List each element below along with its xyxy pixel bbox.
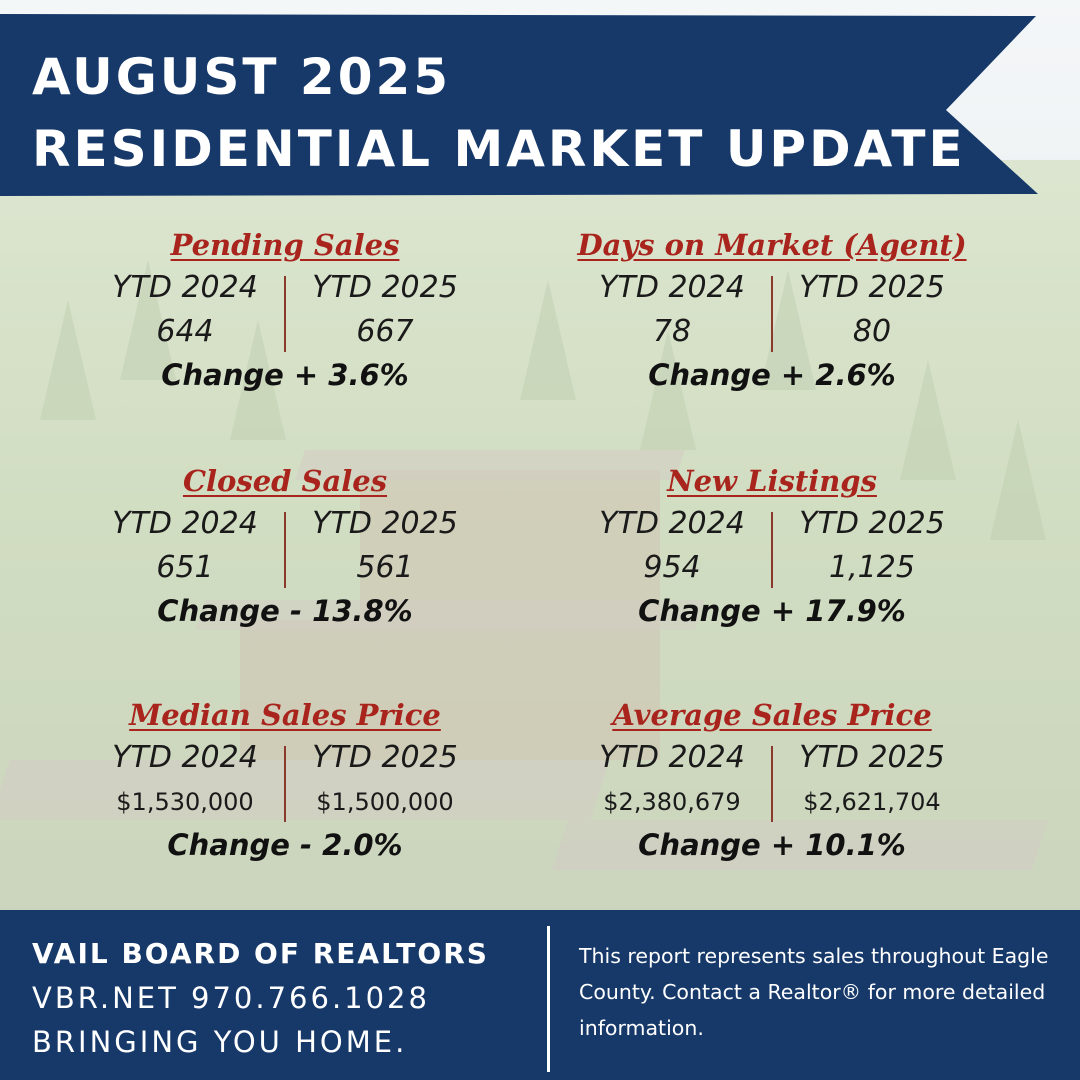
year-label: YTD 2024 — [599, 270, 745, 305]
stat-title: Pending Sales — [170, 228, 400, 262]
building-wall — [360, 470, 660, 620]
year-label: YTD 2025 — [799, 270, 945, 305]
stat-title: Median Sales Price — [129, 698, 441, 732]
year-label: YTD 2025 — [312, 506, 458, 541]
stat-value-2025: 667 — [356, 314, 414, 349]
stat-column-2024: YTD 2024 954 — [582, 502, 762, 590]
tree-shape — [990, 420, 1046, 540]
stat-change: Change + 3.6% — [161, 358, 409, 392]
stat-columns: YTD 2024 644 YTD 2025 667 — [95, 266, 475, 362]
stat-value-2025: 1,125 — [829, 550, 915, 585]
stat-change: Change - 13.8% — [157, 594, 413, 628]
year-label: YTD 2024 — [112, 506, 258, 541]
tree-shape — [520, 280, 576, 400]
stat-title: Average Sales Price — [612, 698, 932, 732]
year-label: YTD 2025 — [799, 740, 945, 775]
stat-value-2025: 80 — [852, 314, 892, 349]
tree-shape — [900, 360, 956, 480]
stat-column-2025: YTD 2025 561 — [295, 502, 475, 590]
column-divider — [771, 746, 773, 822]
title-banner: AUGUST 2025 RESIDENTIAL MARKET UPDATE — [0, 14, 1040, 196]
stat-column-2025: YTD 2025 80 — [782, 266, 962, 354]
column-divider — [284, 746, 286, 822]
stat-column-2024: YTD 2024 78 — [582, 266, 762, 354]
stat-column-2024: YTD 2024 651 — [95, 502, 275, 590]
stat-value-2024: 78 — [652, 314, 692, 349]
stat-new-listings: New Listings YTD 2024 954 YTD 2025 1,125… — [552, 464, 992, 628]
stat-value-2024: 954 — [643, 550, 701, 585]
organization-name: VAIL BOARD OF REALTORS — [32, 937, 489, 970]
stat-columns: YTD 2024 78 YTD 2025 80 — [582, 266, 962, 362]
tagline: BRINGING YOU HOME. — [32, 1025, 408, 1059]
year-label: YTD 2024 — [599, 506, 745, 541]
stat-change: Change + 17.9% — [638, 594, 906, 628]
stat-value-2025: $2,621,704 — [803, 788, 941, 816]
tree-shape — [120, 260, 176, 380]
stat-columns: YTD 2024 954 YTD 2025 1,125 — [582, 502, 962, 598]
year-label: YTD 2025 — [312, 270, 458, 305]
stat-median-sales-price: Median Sales Price YTD 2024 $1,530,000 Y… — [65, 698, 505, 862]
stat-columns: YTD 2024 $1,530,000 YTD 2025 $1,500,000 — [95, 736, 475, 832]
footer-divider — [547, 926, 550, 1072]
stat-column-2024: YTD 2024 644 — [95, 266, 275, 354]
stat-column-2025: YTD 2025 $2,621,704 — [782, 736, 962, 824]
stat-column-2024: YTD 2024 $1,530,000 — [95, 736, 275, 824]
stat-days-on-market: Days on Market (Agent) YTD 2024 78 YTD 2… — [552, 228, 992, 392]
stat-change: Change + 10.1% — [638, 828, 906, 862]
year-label: YTD 2024 — [599, 740, 745, 775]
stat-average-sales-price: Average Sales Price YTD 2024 $2,380,679 … — [552, 698, 992, 862]
year-label: YTD 2024 — [112, 270, 258, 305]
column-divider — [284, 276, 286, 352]
contact-line: VBR.NET 970.766.1028 — [32, 981, 430, 1015]
stat-value-2024: $1,530,000 — [116, 788, 254, 816]
column-divider — [284, 512, 286, 588]
stat-title: Days on Market (Agent) — [577, 228, 967, 262]
banner-report-title: RESIDENTIAL MARKET UPDATE — [32, 120, 966, 178]
stat-value-2024: 651 — [156, 550, 214, 585]
stat-column-2024: YTD 2024 $2,380,679 — [582, 736, 762, 824]
tree-shape — [230, 320, 286, 440]
year-label: YTD 2025 — [312, 740, 458, 775]
tree-shape — [640, 330, 696, 450]
footer-disclaimer: This report represents sales throughout … — [579, 944, 1049, 1040]
tree-shape — [40, 300, 96, 420]
year-label: YTD 2025 — [799, 506, 945, 541]
stat-title: Closed Sales — [182, 464, 388, 498]
building-wall — [240, 620, 660, 760]
stat-value-2025: $1,500,000 — [316, 788, 454, 816]
stat-columns: YTD 2024 $2,380,679 YTD 2025 $2,621,704 — [582, 736, 962, 832]
tree-shape — [760, 270, 816, 390]
stat-title: New Listings — [667, 464, 877, 498]
stat-value-2025: 561 — [356, 550, 414, 585]
stat-closed-sales: Closed Sales YTD 2024 651 YTD 2025 561 C… — [65, 464, 505, 628]
stat-column-2025: YTD 2025 667 — [295, 266, 475, 354]
stat-column-2025: YTD 2025 1,125 — [782, 502, 962, 590]
banner-month-title: AUGUST 2025 — [32, 48, 452, 106]
column-divider — [771, 512, 773, 588]
stat-value-2024: 644 — [156, 314, 214, 349]
stat-change: Change + 2.6% — [648, 358, 896, 392]
stat-columns: YTD 2024 651 YTD 2025 561 — [95, 502, 475, 598]
footer-org-block: VAIL BOARD OF REALTORS VBR.NET 970.766.1… — [32, 932, 532, 1064]
banner-shape — [0, 14, 1038, 196]
column-divider — [771, 276, 773, 352]
footer-bar: VAIL BOARD OF REALTORS VBR.NET 970.766.1… — [0, 910, 1080, 1080]
stat-column-2025: YTD 2025 $1,500,000 — [295, 736, 475, 824]
stat-change: Change - 2.0% — [167, 828, 403, 862]
stat-pending-sales: Pending Sales YTD 2024 644 YTD 2025 667 … — [65, 228, 505, 392]
year-label: YTD 2024 — [112, 740, 258, 775]
stat-value-2024: $2,380,679 — [603, 788, 741, 816]
